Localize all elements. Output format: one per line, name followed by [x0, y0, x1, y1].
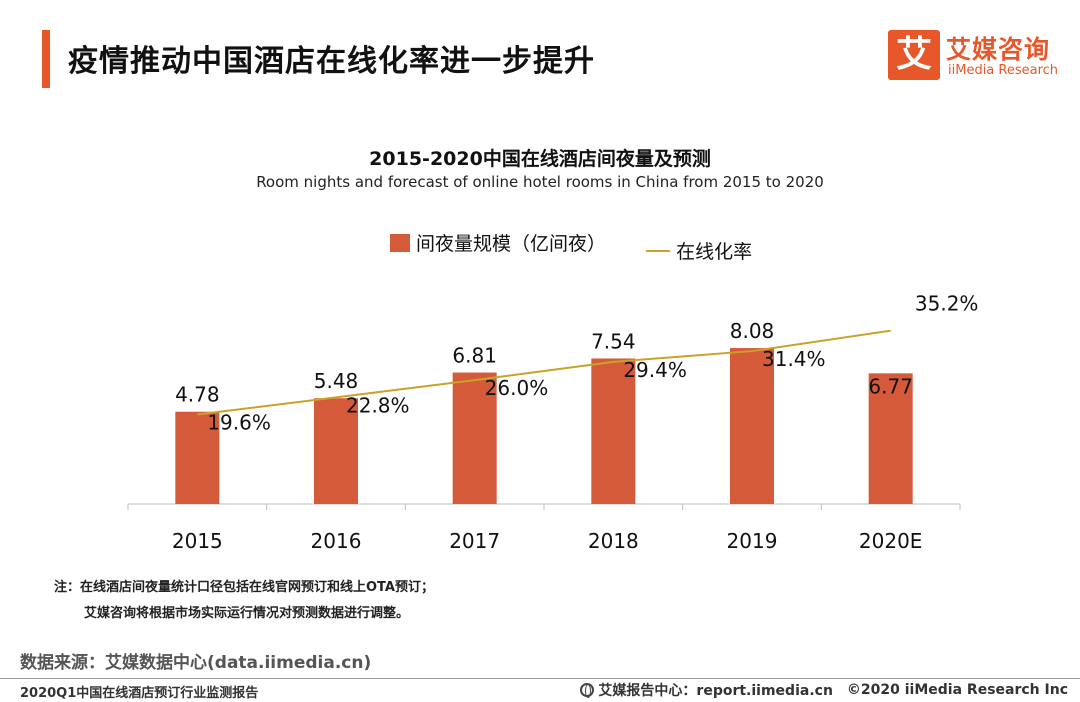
line-label-2020E: 35.2% [915, 292, 979, 316]
chart-subtitle: Room nights and forecast of online hotel… [256, 173, 824, 191]
logo-text-en: iiMedia Research [948, 63, 1059, 78]
x-tick-label-2019: 2019 [727, 529, 778, 553]
legend-item-line: 在线化率 [646, 237, 752, 264]
bar-label-2018: 7.54 [591, 329, 636, 353]
note-line-2: 艾媒咨询将根据市场实际运行情况对预测数据进行调整。 [84, 606, 410, 621]
bar-2018 [591, 358, 636, 504]
globe-icon [580, 683, 595, 698]
legend-line-swatch [646, 249, 671, 252]
data-source: 数据来源：艾媒数据中心(data.iimedia.cn) [20, 653, 372, 673]
x-tick-label-2015: 2015 [172, 529, 223, 553]
line-label-2019: 31.4% [762, 347, 826, 371]
chart-legend: 间夜量规模（亿间夜） 在线化率 [390, 229, 786, 264]
x-tick-label-2020E: 2020E [859, 529, 923, 553]
bar-2017 [452, 372, 497, 504]
legend-bar-swatch [390, 233, 410, 252]
bar-label-2016: 5.48 [314, 369, 359, 393]
iimedia-logo: 艾 艾媒咨询 iiMedia Research [888, 30, 1060, 82]
note-line-1: 注：在线酒店间夜量统计口径包括在线官网预订和线上OTA预订； [54, 580, 434, 595]
footer-right: 艾媒报告中心：report.iimedia.cn ©2020 iiMedia R… [580, 680, 1068, 700]
logo-mark: 艾 [888, 30, 940, 80]
footer-divider [0, 678, 1080, 679]
bar-2019 [730, 348, 774, 504]
chart-title: 2015-2020中国在线酒店间夜量及预测 [369, 148, 711, 170]
footer-report-center[interactable]: 艾媒报告中心：report.iimedia.cn [598, 683, 833, 699]
bar-label-2015: 4.78 [175, 383, 220, 407]
bar-2015 [175, 411, 220, 504]
title-accent-bar [42, 30, 50, 88]
line-label-2017: 26.0% [485, 376, 549, 400]
legend-item-bar: 间夜量规模（亿间夜） [390, 229, 606, 256]
line-label-2015: 19.6% [207, 411, 271, 435]
bar-2016 [314, 398, 358, 504]
legend-bar-label: 间夜量规模（亿间夜） [416, 233, 607, 255]
x-tick-label-2017: 2017 [449, 529, 500, 553]
x-tick-label-2018: 2018 [588, 529, 639, 553]
line-online-rate [197, 329, 891, 416]
x-tick-label-2016: 2016 [311, 529, 362, 553]
line-label-2016: 22.8% [346, 393, 410, 417]
legend-line-label: 在线化率 [676, 241, 753, 263]
bar-label-2020E: 6.77 [868, 374, 913, 398]
footer-copyright: ©2020 iiMedia Research Inc [846, 682, 1068, 698]
footer-report-name: 2020Q1中国在线酒店预订行业监测报告 [20, 686, 259, 701]
page-title: 疫情推动中国酒店在线化率进一步提升 [68, 44, 595, 79]
bar-label-2017: 6.81 [452, 344, 497, 368]
line-label-2018: 29.4% [623, 358, 687, 382]
logo-text-cn: 艾媒咨询 [946, 35, 1051, 64]
bar-label-2019: 8.08 [730, 319, 775, 343]
bar-2020E [868, 373, 913, 504]
